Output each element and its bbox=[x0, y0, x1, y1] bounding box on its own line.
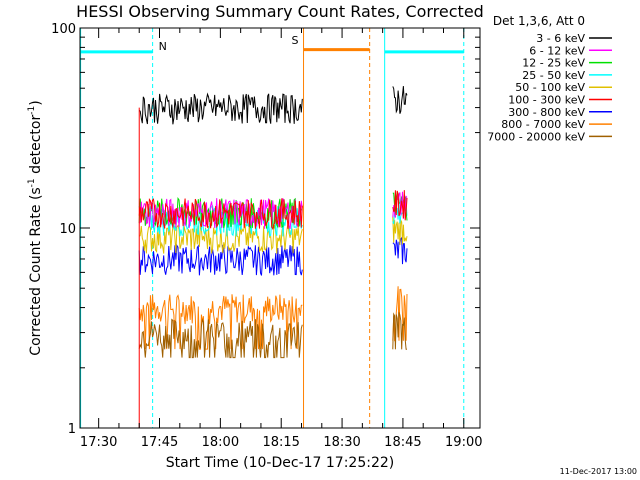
footer-date: 11-Dec-2017 13:00 bbox=[560, 467, 637, 476]
legend-label: 800 - 7000 keV bbox=[501, 118, 585, 131]
legend-label: 12 - 25 keV bbox=[522, 57, 585, 70]
legend-label: 25 - 50 keV bbox=[522, 69, 585, 82]
y-axis: 1 10 100 bbox=[51, 22, 480, 437]
x-axis: 17:30 17:45 18:00 18:15 18:30 18:45 19:00 bbox=[80, 28, 483, 450]
series-line bbox=[392, 86, 408, 114]
x-tick-label: 18:30 bbox=[323, 435, 360, 450]
y-tick-label: 10 bbox=[59, 222, 76, 237]
series-line bbox=[392, 216, 408, 246]
series-line bbox=[138, 318, 303, 359]
annotation-s: S bbox=[292, 34, 299, 47]
y-tick-label: 100 bbox=[51, 22, 76, 37]
series-line bbox=[138, 92, 303, 125]
x-tick-label: 18:15 bbox=[262, 435, 299, 450]
x-tick-label: 19:00 bbox=[445, 435, 482, 450]
series-line bbox=[138, 198, 303, 231]
legend-label: 50 - 100 keV bbox=[515, 81, 585, 94]
series-line bbox=[392, 312, 407, 350]
legend-label: 300 - 800 keV bbox=[508, 106, 585, 119]
series-line bbox=[138, 243, 303, 276]
series-line bbox=[392, 190, 408, 221]
legend-label: 7000 - 20000 keV bbox=[487, 130, 585, 143]
x-tick-label: 18:45 bbox=[384, 435, 421, 450]
x-tick-label: 17:30 bbox=[80, 435, 117, 450]
legend-label: 3 - 6 keV bbox=[536, 32, 585, 45]
x-tick-label: 18:00 bbox=[202, 435, 239, 450]
legend-header: Det 1,3,6, Att 0 bbox=[493, 14, 585, 28]
x-tick-label: 17:45 bbox=[141, 435, 178, 450]
legend-label: 6 - 12 keV bbox=[529, 44, 585, 57]
legend-label: 100 - 300 keV bbox=[508, 94, 585, 107]
y-tick-label: 1 bbox=[68, 422, 76, 437]
chart-title: HESSI Observing Summary Count Rates, Cor… bbox=[76, 2, 484, 21]
annotation-n: N bbox=[159, 40, 167, 53]
x-axis-label: Start Time (10-Dec-17 17:25:22) bbox=[166, 455, 394, 471]
y-axis-label: Corrected Count Rate (s-1 detector-1) bbox=[27, 100, 44, 355]
plot-frame bbox=[79, 27, 481, 429]
